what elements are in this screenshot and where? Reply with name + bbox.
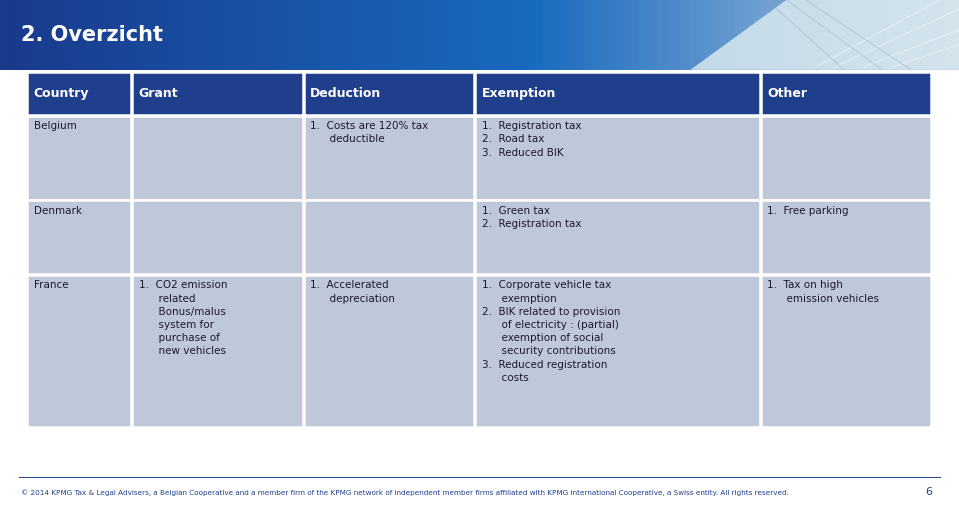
Text: 1.  Costs are 120% tax
      deductible: 1. Costs are 120% tax deductible: [311, 121, 429, 144]
Text: 1.  CO2 emission
      related
      Bonus/malus
      system for
      purchase: 1. CO2 emission related Bonus/malus syst…: [139, 280, 227, 356]
Text: 1.  Tax on high
      emission vehicles: 1. Tax on high emission vehicles: [767, 280, 879, 303]
Text: 1.  Free parking: 1. Free parking: [767, 206, 849, 216]
Text: Deduction: Deduction: [311, 87, 382, 100]
Text: 1.  Corporate vehicle tax
      exemption
2.  BIK related to provision
      of : 1. Corporate vehicle tax exemption 2. BI…: [481, 280, 620, 383]
Text: 1.  Accelerated
      depreciation: 1. Accelerated depreciation: [311, 280, 395, 303]
Text: 1.  Green tax
2.  Registration tax: 1. Green tax 2. Registration tax: [481, 206, 581, 230]
Text: Other: Other: [767, 87, 807, 100]
Text: Country: Country: [34, 87, 89, 100]
Text: Denmark: Denmark: [34, 206, 82, 216]
Text: Grant: Grant: [139, 87, 178, 100]
Text: 6: 6: [925, 487, 932, 497]
Text: Exemption: Exemption: [481, 87, 556, 100]
Text: 1.  Registration tax
2.  Road tax
3.  Reduced BIK: 1. Registration tax 2. Road tax 3. Reduc…: [481, 121, 581, 158]
Text: 2. Overzicht: 2. Overzicht: [21, 25, 163, 45]
Text: Belgium: Belgium: [34, 121, 77, 131]
Text: France: France: [34, 280, 68, 291]
Text: © 2014 KPMG Tax & Legal Advisers, a Belgian Cooperative and a member firm of the: © 2014 KPMG Tax & Legal Advisers, a Belg…: [21, 489, 789, 495]
